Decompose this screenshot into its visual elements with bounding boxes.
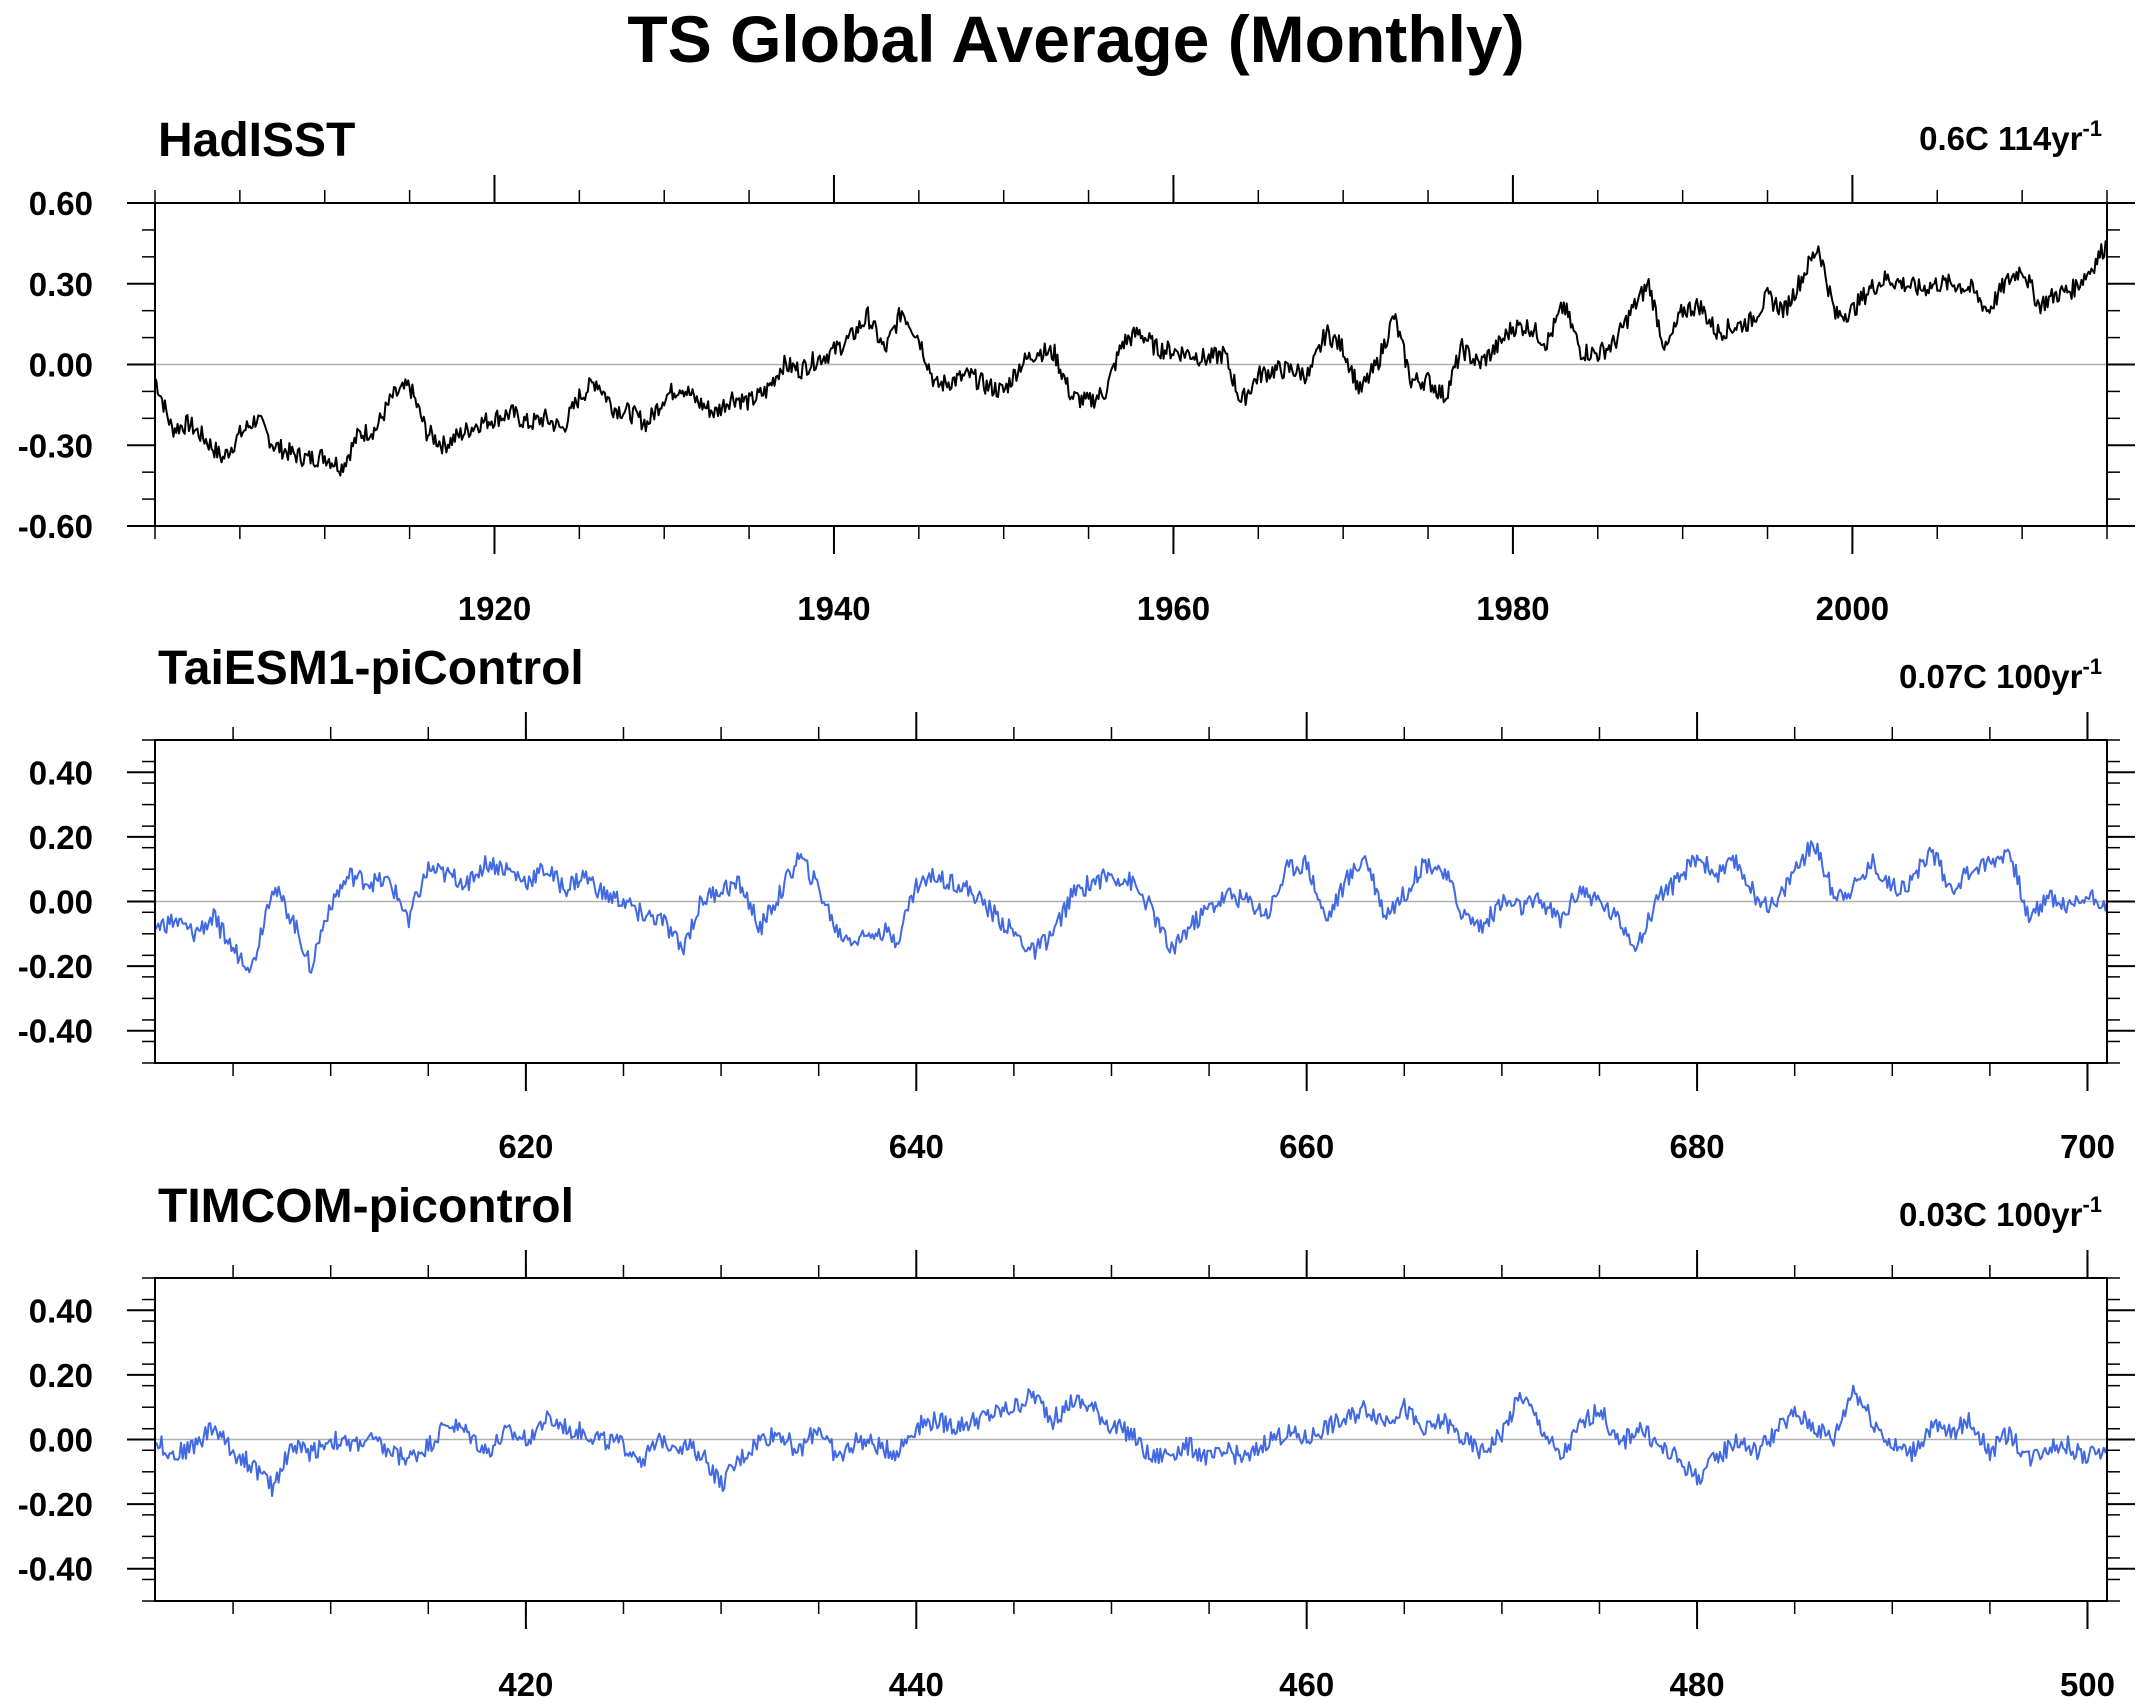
- plot-frame: [154, 739, 2108, 1064]
- panel-hadisst: HadISST 0.6C 114yr-1 -0.60 -0.30 0.00 0.30 0…: [18, 114, 2135, 627]
- y-tick-label: 0.30: [29, 266, 93, 303]
- trend-label: 0.6C 114yr-1: [1919, 116, 2102, 157]
- panel-title: TIMCOM-picontrol: [158, 1180, 574, 1233]
- y-tick-label: 0.20: [29, 819, 93, 856]
- plot-frame: [154, 202, 2108, 527]
- panel-title: TaiESM1-piControl: [158, 642, 584, 695]
- x-tick-label: 640: [889, 1128, 944, 1165]
- panel-title: HadISST: [158, 114, 355, 167]
- x-tick-label: 480: [1670, 1666, 1725, 1703]
- x-tick-label: 1980: [1476, 590, 1549, 627]
- x-tick-label: 680: [1670, 1128, 1725, 1165]
- y-tick-label: 0.40: [29, 754, 93, 791]
- y-tick-label: 0.20: [29, 1357, 93, 1394]
- x-tick-label: 460: [1279, 1666, 1334, 1703]
- x-tick-label: 2000: [1816, 590, 1889, 627]
- y-tick-label: 0.40: [29, 1292, 93, 1329]
- trend-label: 0.03C 100yr-1: [1899, 1192, 2102, 1233]
- y-tick-label: 0.00: [29, 884, 93, 921]
- y-tick-label: 0.60: [29, 185, 93, 222]
- series-line: [154, 840, 2108, 974]
- y-tick-label: -0.40: [18, 1551, 93, 1588]
- series-line: [154, 1384, 2108, 1497]
- x-tick-label: 420: [498, 1666, 553, 1703]
- series-line: [154, 240, 2108, 477]
- figure-title: TS Global Average (Monthly): [627, 2, 1524, 76]
- plot-frame: [154, 1277, 2108, 1602]
- y-tick-label: -0.40: [18, 1013, 93, 1050]
- x-tick-label: 620: [498, 1128, 553, 1165]
- panel-taiesm1: TaiESM1-piControl 0.07C 100yr-1 -0.40 -0.…: [18, 642, 2135, 1165]
- x-tick-label: 1920: [458, 590, 531, 627]
- y-tick-label: 0.00: [29, 347, 93, 384]
- y-tick-label: -0.20: [18, 948, 93, 985]
- y-tick-label: -0.60: [18, 508, 93, 545]
- x-tick-label: 500: [2060, 1666, 2115, 1703]
- x-tick-label: 700: [2060, 1128, 2115, 1165]
- x-tick-label: 660: [1279, 1128, 1334, 1165]
- x-tick-label: 1940: [797, 590, 870, 627]
- y-tick-label: -0.30: [18, 427, 93, 464]
- panel-timcom: TIMCOM-picontrol 0.03C 100yr-1 -0.40 -0.2…: [18, 1180, 2135, 1703]
- trend-label: 0.07C 100yr-1: [1899, 654, 2102, 695]
- x-tick-label: 440: [889, 1666, 944, 1703]
- y-tick-label: -0.20: [18, 1486, 93, 1523]
- x-tick-label: 1960: [1137, 590, 1210, 627]
- y-tick-label: 0.00: [29, 1422, 93, 1459]
